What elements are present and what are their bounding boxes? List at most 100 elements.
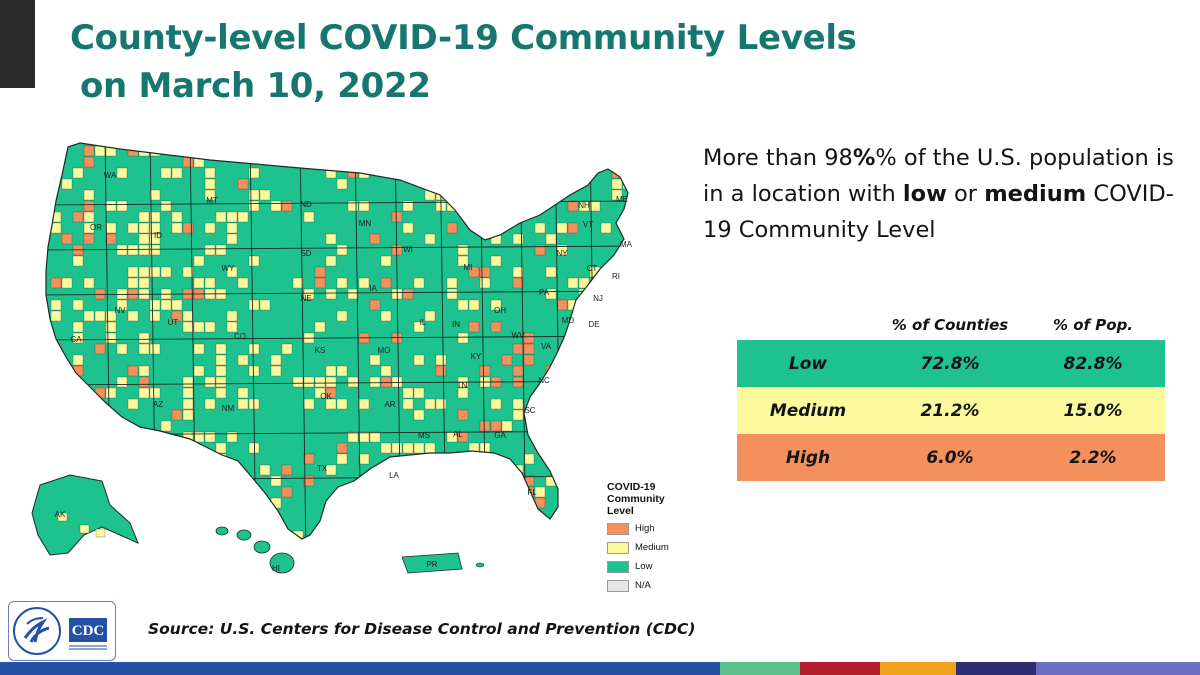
- county-cell: [600, 156, 612, 168]
- county-cell: [292, 277, 304, 289]
- county-cell: [468, 321, 480, 333]
- county-cell: [600, 464, 612, 476]
- county-cell: [215, 442, 227, 454]
- county-cell: [402, 200, 414, 212]
- headline-text: More than 98: [703, 145, 853, 171]
- county-cell: [204, 244, 216, 256]
- stats-population-value: 82.8%: [1063, 353, 1123, 374]
- stats-population-value: 2.2%: [1069, 447, 1117, 468]
- county-cell: [204, 376, 216, 388]
- county-cell: [292, 156, 304, 168]
- county-cell: [358, 453, 370, 465]
- county-cell: [501, 354, 513, 366]
- county-cell: [347, 288, 359, 300]
- county-cell: [523, 453, 535, 465]
- county-cell: [567, 277, 579, 289]
- state-border-line: [46, 245, 628, 251]
- state-label-nc: NC: [538, 376, 550, 385]
- county-cell: [204, 167, 216, 179]
- state-label-va: VA: [541, 342, 552, 351]
- county-cell: [226, 464, 238, 476]
- state-labels: WA OR CA NV ID MT WY UT AZ NM CO ND SD NE KS OK TX MN IA MO…: [55, 171, 633, 573]
- state-label-ks: KS: [315, 346, 326, 355]
- county-cell: [479, 266, 491, 278]
- county-cell: [160, 420, 172, 432]
- county-cell: [105, 431, 117, 443]
- county-cell: [237, 387, 249, 399]
- stats-counties-value: 6.0%: [926, 447, 974, 468]
- county-cell: [50, 299, 62, 311]
- county-cell: [556, 167, 568, 179]
- contiguous-us-landmass: [46, 143, 628, 539]
- county-cell: [303, 475, 315, 487]
- legend-item-high: High: [607, 521, 697, 536]
- county-cell: [72, 398, 84, 410]
- county-cell: [182, 156, 194, 168]
- county-cell: [325, 167, 337, 179]
- county-cell: [523, 200, 535, 212]
- stats-counties-value: 21.2%: [920, 400, 980, 421]
- county-cell: [446, 222, 458, 234]
- county-cell: [358, 200, 370, 212]
- county-cell: [523, 343, 535, 355]
- county-cell: [149, 222, 161, 234]
- county-cell: [336, 453, 348, 465]
- county-cell: [149, 343, 161, 355]
- county-cell: [501, 178, 513, 190]
- county-cell: [127, 442, 139, 454]
- county-cell: [215, 387, 227, 399]
- county-cell: [590, 542, 600, 552]
- county-cell: [171, 299, 183, 311]
- county-cell: [94, 442, 106, 454]
- county-cell: [556, 299, 568, 311]
- state-label-wa: WA: [104, 171, 117, 180]
- county-cell: [127, 244, 139, 256]
- county-cell: [72, 321, 84, 333]
- county-cell: [523, 354, 535, 366]
- county-cell: [149, 266, 161, 278]
- county-cell: [369, 233, 381, 245]
- county-cell: [413, 277, 425, 289]
- county-cell: [57, 512, 68, 522]
- county-cell: [490, 299, 502, 311]
- hawaii-shape: [215, 526, 295, 574]
- state-label-tn: TN: [457, 381, 468, 390]
- county-cell: [436, 542, 446, 552]
- county-cell: [105, 143, 117, 146]
- county-cell: [600, 332, 612, 344]
- county-cell: [182, 442, 194, 454]
- county-cell: [50, 365, 62, 377]
- county-cell: [138, 266, 150, 278]
- county-cell: [171, 486, 183, 498]
- legend-label: Low: [635, 561, 653, 572]
- county-cell: [435, 497, 447, 509]
- county-cell: [149, 299, 161, 311]
- county-cell: [182, 519, 194, 531]
- county-cell: [424, 233, 436, 245]
- hawaii-island: [253, 540, 271, 554]
- county-cell: [512, 409, 524, 421]
- county-cell: [226, 431, 238, 443]
- county-cell: [105, 420, 117, 432]
- title-line-2: on March 10, 2022: [80, 66, 431, 106]
- county-cell: [127, 398, 139, 410]
- county-cell: [589, 475, 601, 487]
- county-cell: [83, 156, 95, 168]
- county-cell: [182, 508, 194, 520]
- state-label-md: MD: [562, 316, 575, 325]
- county-cell: [469, 542, 479, 552]
- county-cell: [149, 431, 161, 443]
- county-cell: [556, 156, 568, 168]
- county-cell: [204, 453, 216, 465]
- county-cell: [215, 244, 227, 256]
- county-cell: [369, 431, 381, 443]
- county-cell: [545, 233, 557, 245]
- county-cell: [600, 376, 612, 388]
- county-cell: [94, 310, 106, 322]
- state-label-nv: NV: [114, 306, 126, 315]
- county-cell: [171, 167, 183, 179]
- county-cell: [46, 442, 51, 454]
- county-cell: [72, 211, 84, 223]
- state-label-il: IL: [420, 318, 427, 327]
- county-cell: [259, 143, 271, 146]
